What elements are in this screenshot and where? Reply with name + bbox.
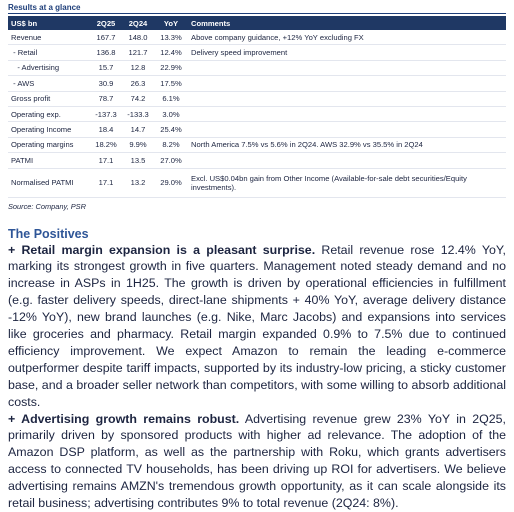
table-cell: 26.3 [122, 75, 154, 92]
paragraph-text: Advertising revenue grew 23% YoY in 2Q25… [8, 411, 506, 511]
table-cell: 148.0 [122, 30, 154, 46]
table-row: PATMI 17.1 13.5 27.0% [8, 152, 506, 169]
paragraph: + Retail margin expansion is a pleasant … [8, 242, 506, 411]
table-cell: 15.7 [90, 60, 122, 77]
header-row: US$ bn 2Q25 2Q24 YoY Comments [8, 16, 506, 30]
table-cell: 12.4% [154, 44, 188, 61]
table-cell: 9.9% [122, 137, 154, 154]
table-cell: 14.7 [122, 121, 154, 138]
table-cell: -133.3 [122, 106, 154, 123]
table-row: Operating margins 18.2% 9.9% 8.2% North Amer… [8, 137, 506, 154]
page: html, body { margin: 0; padding: 0; } bo… [8, 3, 506, 511]
table-cell: 30.9 [90, 75, 122, 92]
table-header: US$ bn 2Q25 2Q24 YoY Comments [8, 16, 506, 30]
table-cell: - Retail [8, 44, 90, 61]
paragraph-lead: + Advertising growth remains robust. [8, 411, 240, 426]
table-cell: Normalised PATMI [8, 168, 90, 198]
table-row: Gross profit 78.7 74.2 6.1% [8, 91, 506, 107]
table-cell: 8.2% [154, 137, 188, 154]
table-cell: 6.1% [154, 91, 188, 107]
table-cell: 3.0% [154, 106, 188, 123]
table-cell: 78.7 [90, 91, 122, 107]
empty-cell [188, 60, 506, 77]
table-cell: 13.5 [122, 152, 154, 169]
empty-cell [188, 121, 506, 138]
table-cell: 74.2 [122, 91, 154, 107]
table-cell: - Advertising [8, 60, 90, 77]
table-row: Revenue 167.7 148.0 13.3% Above company guid… [8, 30, 506, 46]
header-cell: US$ bn [8, 16, 90, 30]
table-cell: Delivery speed improvement [188, 44, 506, 61]
table-row: - Retail 136.8 121.7 12.4% Delivery speed im… [8, 44, 506, 61]
table-cell: Operating margins [8, 137, 90, 154]
paragraphs: + Retail margin expansion is a pleasant … [8, 242, 506, 512]
table-cell: 18.2% [90, 137, 122, 154]
empty-cell [188, 75, 506, 92]
table-row: - AWS 30.9 26.3 17.5% [8, 75, 506, 92]
table-cell: 18.4 [90, 121, 122, 138]
source-note: Source: Company, PSR [8, 201, 86, 211]
header-cell: 2Q24 [122, 16, 154, 30]
paragraph-text: Retail revenue rose 12.4% YoY, marking i… [8, 242, 506, 409]
paragraph: + Advertising growth remains robust. Adv… [8, 411, 506, 512]
table-cell: Operating exp. [8, 106, 90, 123]
table-title: Results at a glance [8, 3, 506, 14]
table-cell: 121.7 [122, 44, 154, 61]
table-row: Operating Income 18.4 14.7 25.4% [8, 121, 506, 138]
paragraph-lead: + Retail margin expansion is a pleasant … [8, 242, 316, 257]
table-cell: Operating Income [8, 121, 90, 138]
table-cell: 167.7 [90, 30, 122, 46]
table-body: Revenue 167.7 148.0 13.3% Above company guid… [8, 30, 506, 198]
table-cell: Above company guidance, +12% YoY excludi… [188, 30, 506, 46]
table-cell: 22.9% [154, 60, 188, 77]
empty-cell [188, 152, 506, 169]
table-cell: Excl. US$0.04bn gain from Other Income (… [188, 168, 506, 198]
table-cell: 17.5% [154, 75, 188, 92]
results-table: US$ bn 2Q25 2Q24 YoY Comments Revenue 167.7 14… [8, 16, 506, 198]
header-cell: Comments [188, 16, 506, 30]
table-cell: Revenue [8, 30, 90, 46]
section-heading: The Positives [8, 226, 89, 241]
table-cell: 27.0% [154, 152, 188, 169]
table-cell: 17.1 [90, 168, 122, 198]
header-cell: 2Q25 [90, 16, 122, 30]
table-cell: Gross profit [8, 91, 90, 107]
table-row: Normalised PATMI 17.1 13.2 29.0% Excl. US$0.… [8, 168, 506, 198]
empty-cell [188, 91, 506, 107]
body: {"table": {"title": "Results at a glance… [8, 3, 506, 511]
table-cell: 13.2 [122, 168, 154, 198]
table-cell: 12.8 [122, 60, 154, 77]
table-cell: 25.4% [154, 121, 188, 138]
table-cell: - AWS [8, 75, 90, 92]
table-cell: North America 7.5% vs 5.6% in 2Q24. AWS … [188, 137, 506, 154]
table-cell: 29.0% [154, 168, 188, 198]
table-row: - Advertising 15.7 12.8 22.9% [8, 60, 506, 77]
table-cell: 13.3% [154, 30, 188, 46]
table-cell: -137.3 [90, 106, 122, 123]
table-cell: 136.8 [90, 44, 122, 61]
table-row: Operating exp. -137.3 -133.3 3.0% [8, 106, 506, 123]
table-cell: 17.1 [90, 152, 122, 169]
table-cell: PATMI [8, 152, 90, 169]
empty-cell [188, 106, 506, 123]
header-cell: YoY [154, 16, 188, 30]
